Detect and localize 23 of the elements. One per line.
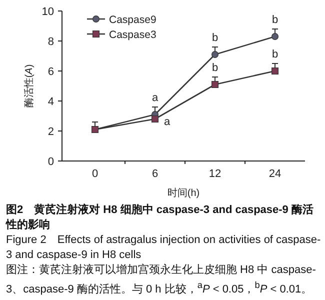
y-tick-label: 4 [48,96,54,108]
y-tick-label: 0 [48,156,54,168]
x-tick-label: 12 [208,168,222,180]
x-axis-title: 时间(h) [167,187,200,199]
x-tick-label: 24 [268,168,282,180]
y-tick-label: 8 [48,36,54,48]
annotation: b [212,62,218,74]
y-tick-label: 2 [48,126,54,138]
legend-label: Caspase3 [109,29,156,41]
y-tick-label: 10 [42,6,54,18]
text: 图2 黄芪注射液对 H8 细胞中 caspase-3 and caspase-9 酶活性的影响 [6,203,314,233]
annotation: b [272,14,278,26]
annotation: a [164,116,171,128]
x-tick-label: 0 [92,168,98,180]
x-tick-label: 6 [152,168,158,180]
text: 图注：黄芪注射液可以增加宫颈永生化上皮细胞 H8 中 caspase-3、caspase-9 酶的活性。与 0 h 比较，$^{a}$P < 0.05，$^{b}$P < 0.01。 [6,263,317,298]
y-tick-label: 6 [48,66,54,78]
annotation: b [212,32,218,44]
annotation: b [272,48,278,60]
legend-label: Caspase9 [109,14,156,26]
text: Figure 2 Effects of astragalus injection on activities of caspase-3 and caspase-9 in H8 cells [6,233,322,263]
annotation: a [152,92,159,104]
y-axis-title: 酶活性(A) [23,64,35,108]
